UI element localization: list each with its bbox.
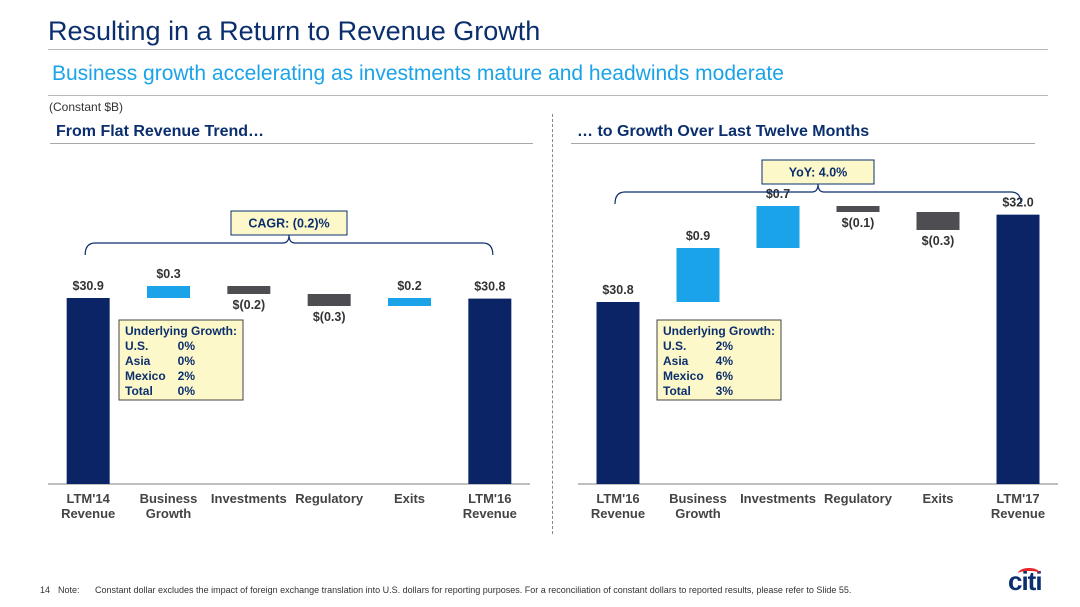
- right-panel-rule: [571, 143, 1035, 144]
- right-bar-1: [676, 248, 720, 302]
- left-bar-5: [468, 298, 512, 484]
- left-bar-4: [388, 298, 431, 306]
- left-note-box: [118, 319, 244, 401]
- left-note-row-value-0: 0%: [178, 339, 196, 353]
- right-note-row-value-3: 3%: [716, 384, 734, 398]
- left-category-label-5: LTM'16 Revenue: [463, 491, 517, 521]
- left-data-label-3: $(0.3): [313, 310, 346, 324]
- right-data-label-5: $32.0: [1002, 196, 1033, 210]
- left-note-row-label-1: Asia: [125, 354, 151, 368]
- left-note-row-label-2: Mexico: [125, 369, 166, 383]
- left-note-row-value-1: 0%: [178, 354, 196, 368]
- right-data-label-0: $30.8: [602, 283, 633, 297]
- left-data-label-1: $0.3: [156, 267, 180, 281]
- unit-label: (Constant $B): [49, 100, 124, 114]
- left-note-row-label-3: Total: [125, 384, 153, 398]
- right-note-heading: Underlying Growth:: [663, 324, 775, 338]
- right-category-label-4: Exits: [922, 491, 953, 506]
- page-subtitle: Business growth accelerating as investme…: [52, 62, 784, 85]
- left-panel-rule: [50, 143, 533, 144]
- right-bracket-label-box: [761, 159, 875, 185]
- right-category-label-3: Regulatory: [824, 491, 893, 506]
- right-bar-3: [836, 206, 880, 212]
- right-note-row-label-3: Total: [663, 384, 691, 398]
- right-data-label-4: $(0.3): [922, 234, 955, 248]
- page-title: Resulting in a Return to Revenue Growth: [48, 16, 541, 46]
- left-data-label-0: $30.9: [73, 279, 104, 293]
- left-category-label-3: Regulatory: [295, 491, 364, 506]
- right-note-row-label-0: U.S.: [663, 339, 686, 353]
- left-category-label-2: Investments: [211, 491, 287, 506]
- right-data-label-2: $0.7: [766, 187, 790, 201]
- right-category-label-2: Investments: [740, 491, 816, 506]
- left-note-row-label-0: U.S.: [125, 339, 148, 353]
- left-data-label-2: $(0.2): [233, 298, 266, 312]
- left-bracket-label: CAGR: (0.2)%: [248, 217, 329, 231]
- left-bar-3: [307, 294, 351, 306]
- left-note-row-value-3: 0%: [178, 384, 196, 398]
- citi-logo: citi: [1008, 566, 1043, 597]
- left-bracket-label-box: [230, 210, 348, 236]
- right-bar-4: [916, 212, 960, 230]
- right-category-label-5: LTM'17 Revenue: [991, 491, 1045, 521]
- left-bar-0: [66, 298, 110, 484]
- left-note-heading: Underlying Growth:: [125, 324, 237, 338]
- left-bar-1: [147, 286, 190, 298]
- panel-divider: [552, 114, 553, 534]
- right-note-row-label-1: Asia: [663, 354, 689, 368]
- footer-note-text: Constant dollar excludes the impact of f…: [95, 585, 852, 595]
- left-data-label-4: $0.2: [397, 279, 421, 293]
- right-note-row-label-2: Mexico: [663, 369, 704, 383]
- logo-arc-icon: [1018, 568, 1040, 579]
- right-bar-2: [756, 206, 800, 248]
- right-category-label-0: LTM'16 Revenue: [591, 491, 645, 521]
- subtitle-rule: [48, 95, 1048, 96]
- title-rule: [48, 49, 1048, 50]
- page-number: 14: [40, 585, 51, 595]
- right-panel-title: … to Growth Over Last Twelve Months: [577, 123, 870, 140]
- left-category-label-4: Exits: [394, 491, 425, 506]
- right-data-label-3: $(0.1): [842, 216, 875, 230]
- right-note-row-value-1: 4%: [716, 354, 734, 368]
- footer-note-label: Note:: [58, 585, 80, 595]
- left-panel-title: From Flat Revenue Trend…: [56, 123, 265, 140]
- right-bar-5: [996, 214, 1040, 484]
- right-note-box: [656, 319, 782, 401]
- left-category-label-0: LTM'14 Revenue: [61, 491, 115, 521]
- right-note-row-value-2: 6%: [716, 369, 734, 383]
- right-bar-0: [596, 302, 640, 484]
- left-bar-2: [227, 286, 271, 294]
- left-data-label-5: $30.8: [474, 280, 505, 294]
- right-bracket: [614, 183, 1022, 205]
- left-category-label-1: Business Growth: [140, 491, 198, 521]
- right-data-label-1: $0.9: [686, 229, 710, 243]
- right-bracket-label: YoY: 4.0%: [789, 166, 848, 180]
- left-note-row-value-2: 2%: [178, 369, 196, 383]
- right-note-row-value-0: 2%: [716, 339, 734, 353]
- right-category-label-1: Business Growth: [669, 491, 727, 521]
